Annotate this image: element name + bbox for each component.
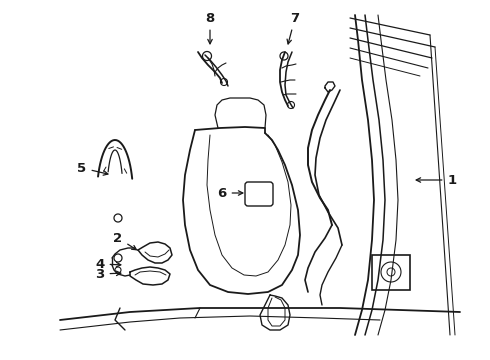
Text: 8: 8 [205,12,215,44]
Text: 2: 2 [114,231,137,250]
Text: 3: 3 [96,267,121,280]
Text: 5: 5 [77,162,108,175]
FancyBboxPatch shape [245,182,273,206]
Bar [372,255,410,290]
Text: 6: 6 [218,186,243,199]
Text: 4: 4 [96,257,121,270]
Text: 1: 1 [416,174,457,186]
Text: 7: 7 [287,12,299,44]
